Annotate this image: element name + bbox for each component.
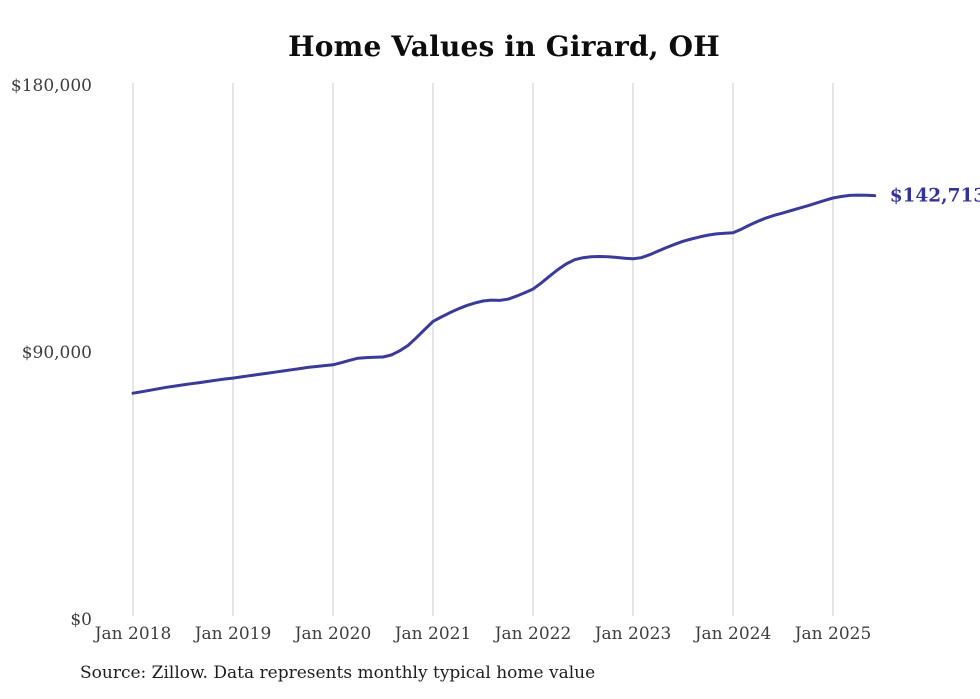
home-value-line <box>131 193 877 395</box>
x-axis-tick-label: Jan 2021 <box>393 624 472 644</box>
line-layer <box>131 193 877 395</box>
x-axis-tick-label: Jan 2019 <box>193 624 272 644</box>
chart-title: Home Values in Girard, OH <box>288 30 720 63</box>
current-value-label: $142,713 <box>890 186 980 207</box>
x-axis-tick-label: Jan 2025 <box>793 624 872 644</box>
x-axis-tick-label: Jan 2022 <box>493 624 572 644</box>
axis-label-layer: Jan 2018 Jan 2019 Jan 2020 Jan 2021 Jan 2022… <box>11 76 871 644</box>
y-axis-tick-label: $90,000 <box>22 343 92 363</box>
y-axis-tick-label: $180,000 <box>11 76 92 96</box>
source-note: Source: Zillow. Data represents monthly … <box>80 663 596 683</box>
gridline-layer <box>132 83 834 616</box>
x-axis-tick-label: Jan 2024 <box>693 624 772 644</box>
x-axis-tick-label: Jan 2023 <box>593 624 672 644</box>
chart-canvas: Jan 2018 Jan 2019 Jan 2020 Jan 2021 Jan 2022… <box>11 76 980 644</box>
y-axis-tick-label: $0 <box>70 610 92 630</box>
x-axis-tick-label: Jan 2020 <box>293 624 372 644</box>
x-axis-tick-label: Jan 2018 <box>93 624 172 644</box>
